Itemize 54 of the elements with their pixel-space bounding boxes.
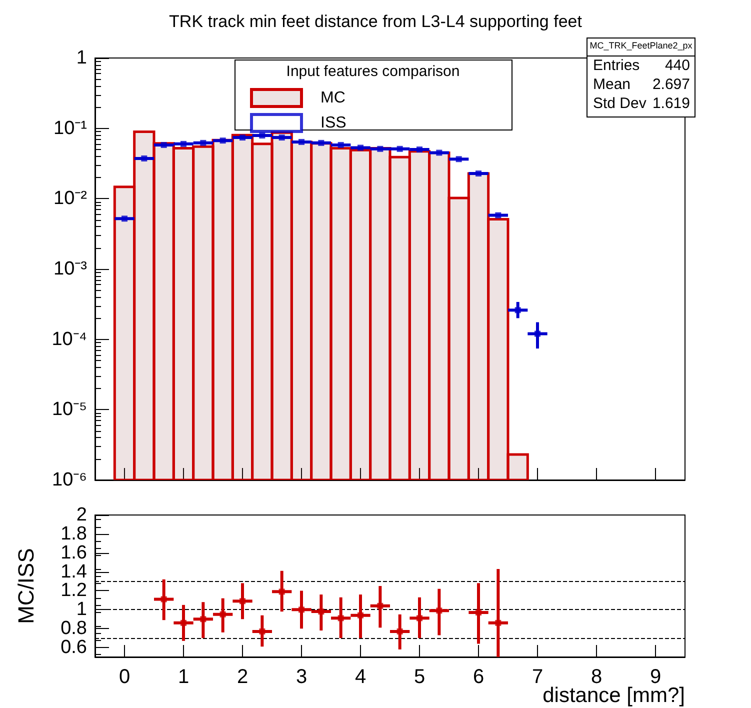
x-tick-label: 2 <box>236 666 248 688</box>
point <box>318 608 324 615</box>
point <box>358 612 364 618</box>
point <box>259 628 266 634</box>
point <box>436 608 442 614</box>
point <box>220 611 226 618</box>
y-tick-label: 1.8 <box>60 523 87 544</box>
point <box>476 610 482 616</box>
y-tick-label: 1.4 <box>60 561 88 582</box>
legend-label: MC <box>320 90 346 106</box>
y-tick-label: 1 <box>76 48 87 68</box>
annotation: 440 <box>664 57 690 74</box>
y-tick-label: 10⁻⁶ <box>52 470 87 490</box>
point <box>278 588 285 595</box>
annotation: 2.697 <box>652 76 690 93</box>
annotation: 1.619 <box>652 95 690 112</box>
annotation: Std Dev <box>593 95 647 112</box>
y-tick-label: 10⁻⁴ <box>52 328 87 350</box>
x-tick-label: 7 <box>532 666 544 688</box>
point <box>416 615 422 622</box>
x-tick-label: 6 <box>472 666 484 688</box>
y-tick-label: 2 <box>76 504 87 526</box>
y-tick-label: 0.6 <box>60 637 87 658</box>
point <box>180 620 186 626</box>
point <box>396 628 403 634</box>
annotation: Mean <box>593 76 631 93</box>
y-tick-label: 1 <box>76 599 87 620</box>
x-tick-label: 3 <box>296 666 308 688</box>
chart-title: TRK track min feet distance from L3-L4 supporting feet <box>169 12 582 31</box>
annotation: Entries <box>593 57 640 74</box>
x-tick-label: 1 <box>178 666 190 688</box>
point <box>240 598 246 604</box>
point <box>298 606 304 613</box>
x-tick-label: 5 <box>414 666 426 688</box>
y-tick-label: 10⁻¹ <box>54 118 87 139</box>
y-tick-label: 1.2 <box>60 580 87 602</box>
y-tick-label: 10⁻² <box>54 188 87 210</box>
text: MC_TRK_FeetPlane2_px <box>590 40 693 50</box>
point <box>377 602 384 609</box>
legend-title: Input features comparison <box>286 63 460 80</box>
legend-label: ISS <box>320 114 346 132</box>
point <box>534 330 540 337</box>
y-tick-label: 10⁻³ <box>54 258 87 280</box>
point <box>495 620 502 626</box>
y-tick-label: 0.8 <box>60 618 87 640</box>
y-tick-label: 10⁻⁵ <box>52 399 87 420</box>
point <box>514 307 521 314</box>
point <box>200 616 206 622</box>
y-axis-title: MC/ISS <box>14 548 38 624</box>
x-tick-label: 0 <box>118 666 130 688</box>
point <box>160 596 167 602</box>
point <box>338 615 344 622</box>
y-tick-label: 1.6 <box>60 542 87 564</box>
x-tick-label: 4 <box>354 666 366 688</box>
